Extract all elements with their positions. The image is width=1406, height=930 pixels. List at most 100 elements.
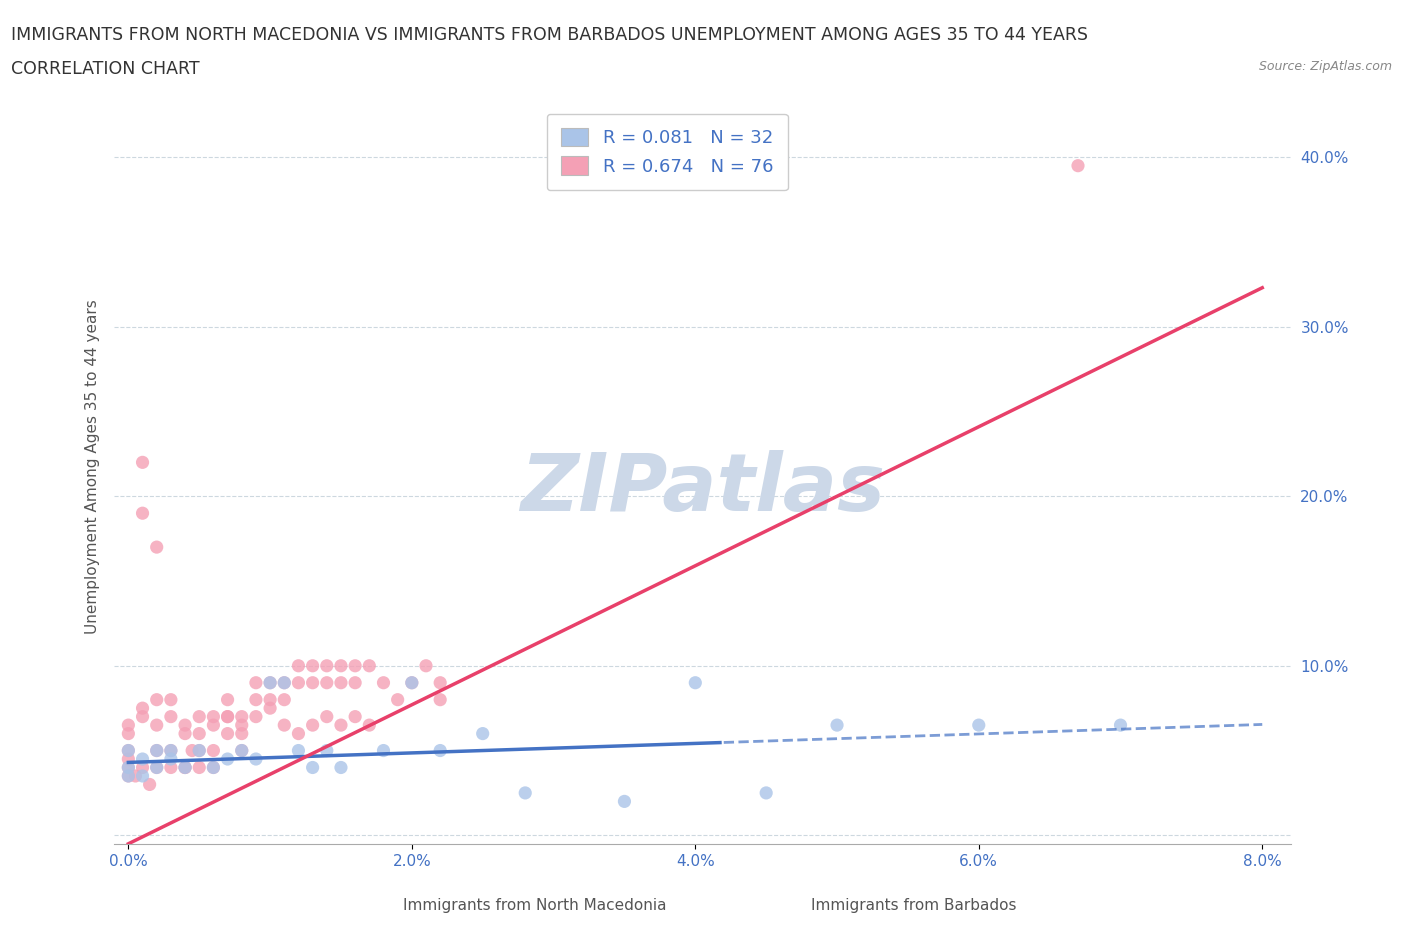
Point (287, 675, 309, 690)
Text: CORRELATION CHART: CORRELATION CHART (11, 60, 200, 78)
Point (131, 700, 153, 715)
Text: Immigrants from North Macedonia: Immigrants from North Macedonia (402, 898, 666, 913)
Point (160, 751, 183, 766)
Point (124, 768, 146, 783)
Point (131, 751, 153, 766)
Point (245, 692, 267, 707)
Point (613, 794, 636, 809)
Point (330, 760, 353, 775)
Text: ZIPatlas: ZIPatlas (520, 450, 884, 528)
Point (231, 743, 253, 758)
Point (373, 675, 395, 690)
Point (315, 675, 337, 690)
Point (202, 760, 225, 775)
Point (344, 675, 367, 690)
Point (231, 743, 253, 758)
Point (287, 726, 309, 741)
Point (373, 743, 395, 758)
Point (401, 675, 423, 690)
Point (273, 675, 295, 690)
Point (174, 760, 197, 775)
Text: Source: ZipAtlas.com: Source: ZipAtlas.com (1258, 60, 1392, 73)
Point (117, 768, 139, 783)
Point (1109, 718, 1132, 733)
Point (315, 743, 337, 758)
Point (245, 710, 267, 724)
Point (315, 710, 337, 724)
Point (217, 726, 239, 741)
Point (188, 743, 211, 758)
Point (131, 506, 153, 521)
Point (138, 777, 160, 791)
Point (415, 658, 437, 673)
Point (145, 692, 167, 707)
Point (145, 718, 167, 733)
Point (330, 718, 353, 733)
Point (471, 726, 494, 741)
Point (217, 751, 239, 766)
Point (202, 718, 225, 733)
Point (231, 718, 253, 733)
Text: IMMIGRANTS FROM NORTH MACEDONIA VS IMMIGRANTS FROM BARBADOS UNEMPLOYMENT AMONG A: IMMIGRANTS FROM NORTH MACEDONIA VS IMMIG… (11, 26, 1088, 44)
Point (755, 786, 778, 801)
Point (259, 675, 281, 690)
Point (188, 726, 211, 741)
Point (429, 743, 451, 758)
Point (301, 658, 323, 673)
Point (160, 743, 183, 758)
Point (160, 692, 183, 707)
Point (217, 710, 239, 724)
Point (301, 760, 323, 775)
Point (145, 760, 167, 775)
Point (131, 760, 153, 775)
Point (160, 710, 183, 724)
Point (287, 658, 309, 673)
Point (315, 658, 337, 673)
Point (131, 455, 153, 470)
Point (202, 710, 225, 724)
Point (117, 760, 139, 775)
Point (217, 710, 239, 724)
Y-axis label: Unemployment Among Ages 35 to 44 years: Unemployment Among Ages 35 to 44 years (86, 299, 100, 634)
Point (117, 760, 139, 775)
Point (145, 743, 167, 758)
Point (344, 710, 367, 724)
Point (301, 675, 323, 690)
Point (825, 718, 848, 733)
Point (515, 786, 537, 801)
Point (401, 675, 423, 690)
Point (359, 718, 381, 733)
Point (117, 743, 139, 758)
Point (273, 675, 295, 690)
Legend: R = 0.081   N = 32, R = 0.674   N = 76: R = 0.081 N = 32, R = 0.674 N = 76 (547, 113, 787, 190)
Point (174, 718, 197, 733)
Point (259, 675, 281, 690)
Point (145, 743, 167, 758)
Point (217, 692, 239, 707)
Point (273, 692, 295, 707)
Point (231, 726, 253, 741)
Point (273, 718, 295, 733)
Point (145, 760, 167, 775)
Point (145, 539, 167, 554)
Point (359, 658, 381, 673)
Point (188, 710, 211, 724)
Point (202, 760, 225, 775)
Point (202, 743, 225, 758)
Point (131, 768, 153, 783)
Point (131, 710, 153, 724)
Point (245, 675, 267, 690)
Point (188, 760, 211, 775)
Point (231, 710, 253, 724)
Point (429, 675, 451, 690)
Point (174, 760, 197, 775)
Point (181, 743, 204, 758)
Point (160, 760, 183, 775)
Point (117, 751, 139, 766)
Point (117, 768, 139, 783)
Point (117, 718, 139, 733)
Point (387, 692, 409, 707)
Point (117, 726, 139, 741)
Point (1067, 158, 1090, 173)
Point (330, 658, 353, 673)
